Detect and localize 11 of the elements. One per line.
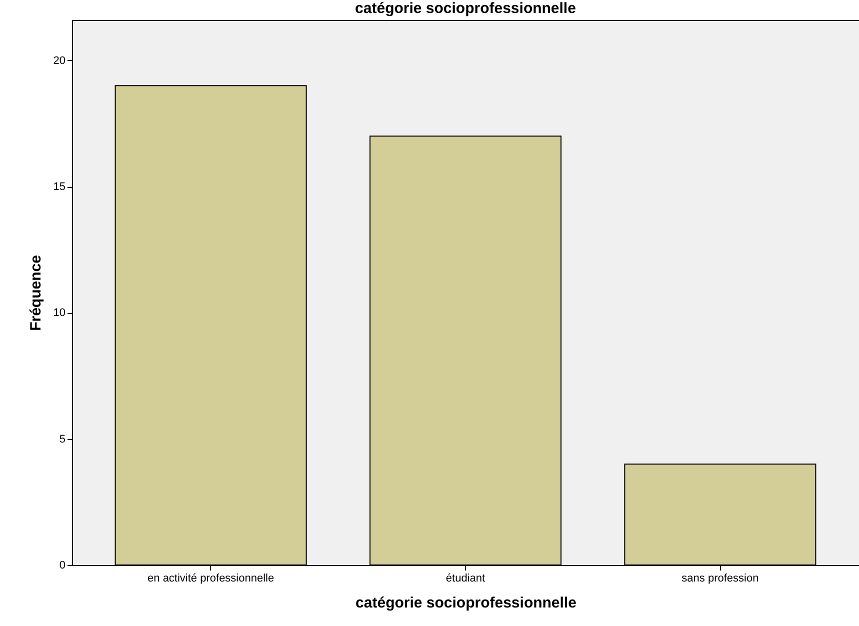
chart-title: catégorie socioprofessionnelle xyxy=(355,0,576,17)
y-axis-title: Fréquence xyxy=(27,255,44,331)
y-tick-label: 10 xyxy=(53,307,66,320)
y-tick-label: 5 xyxy=(59,433,66,446)
x-tick-label: sans profession xyxy=(682,572,759,584)
x-tick-label: en activité professionnelle xyxy=(148,572,274,584)
y-tick-label: 0 xyxy=(59,560,66,572)
x-tick-label: étudiant xyxy=(446,572,486,584)
y-tick-label: 15 xyxy=(53,181,66,194)
x-axis-title: catégorie socioprofessionnelle xyxy=(356,594,576,612)
y-tick-label: 20 xyxy=(53,54,66,67)
